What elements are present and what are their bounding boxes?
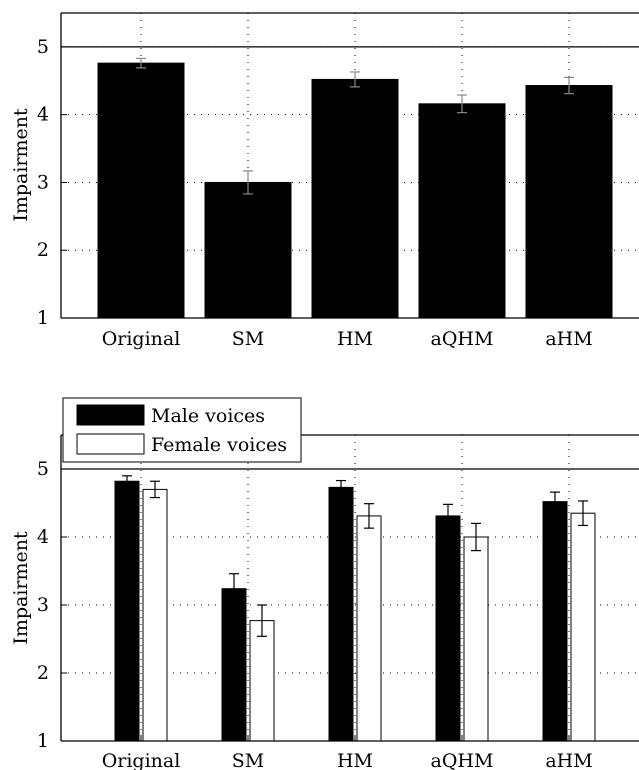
y-tick-label: 2 [37,662,49,684]
legend: Male voices Female voices [62,397,302,463]
x-tick-label: aQHM [431,328,494,350]
bar [435,515,461,742]
bar [328,486,354,742]
y-tick-label: 1 [37,307,49,329]
bar [142,488,168,742]
bar [418,103,506,319]
y-axis-label: Impairment [10,531,32,645]
y-tick-label: 5 [37,458,49,480]
chart-panel-2: 1 2 3 4 5 Original SM HM aQHM aHM Impairment Male v… [10,397,639,770]
bar [525,85,613,319]
legend-swatch [76,433,145,455]
y-tick-label: 3 [37,171,49,193]
x-tick-label: HM [337,328,373,350]
x-tick-label: SM [232,750,264,770]
y-tick-label: 4 [37,526,49,548]
y-axis-label: Impairment [10,108,32,222]
bar [463,536,489,742]
x-tick-label: SM [232,328,264,350]
bar [249,620,275,742]
y-tick-label: 5 [37,36,49,58]
y-tick-label: 2 [37,239,49,261]
bar [221,588,247,742]
x-tick-label: aQHM [431,750,494,770]
x-tick-label: aHM [545,750,592,770]
bar [570,512,596,742]
bar [311,78,399,319]
y-tick-label: 1 [37,730,49,752]
x-tick-label: Original [102,328,181,350]
legend-label: Male voices [151,405,265,427]
x-tick-label: Original [102,750,181,770]
chart-panel-1: 1 2 3 4 5 Original SM HM aQHM aHM Impairment [10,12,639,350]
y-tick-label: 4 [37,104,49,126]
x-tick-label: HM [337,750,373,770]
bar [97,62,185,319]
bar [542,501,568,742]
y-tick-label: 3 [37,594,49,616]
bar [204,181,292,319]
bar [356,515,382,742]
x-tick-label: aHM [545,328,592,350]
bar [114,480,140,742]
legend-swatch [76,404,145,426]
legend-label: Female voices [151,434,287,456]
